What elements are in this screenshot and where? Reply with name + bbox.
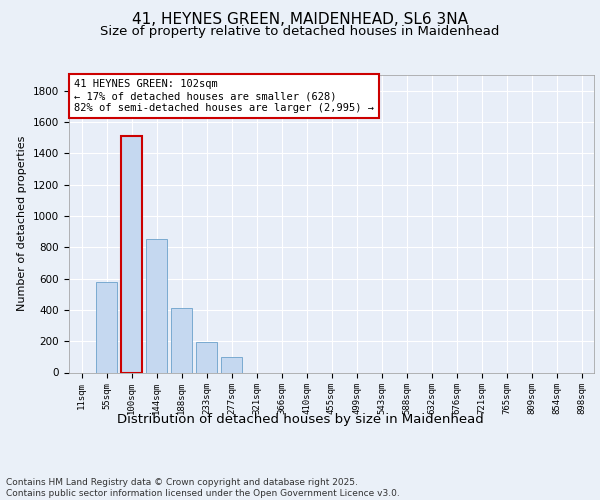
Bar (196, 342, 217, 372)
Text: Distribution of detached houses by size in Maidenhead: Distribution of detached houses by size … (116, 412, 484, 426)
Y-axis label: Number of detached properties: Number of detached properties (17, 136, 28, 312)
Bar (96, 282, 117, 372)
Bar (221, 357, 242, 372)
Bar (146, 240, 167, 372)
Text: 41 HEYNES GREEN: 102sqm
← 17% of detached houses are smaller (628)
82% of semi-d: 41 HEYNES GREEN: 102sqm ← 17% of detache… (74, 80, 374, 112)
Text: 41, HEYNES GREEN, MAIDENHEAD, SL6 3NA: 41, HEYNES GREEN, MAIDENHEAD, SL6 3NA (132, 12, 468, 28)
Bar (171, 308, 192, 372)
Text: Contains HM Land Registry data © Crown copyright and database right 2025.
Contai: Contains HM Land Registry data © Crown c… (6, 478, 400, 498)
Text: Size of property relative to detached houses in Maidenhead: Size of property relative to detached ho… (100, 25, 500, 38)
Bar (121, 136, 142, 372)
